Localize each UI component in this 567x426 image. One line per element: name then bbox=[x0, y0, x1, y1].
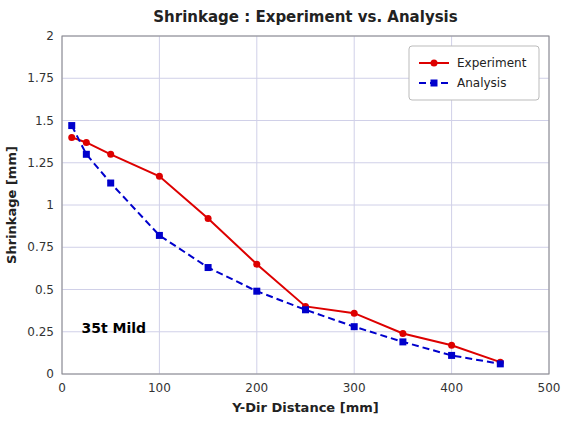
series-line bbox=[72, 137, 501, 362]
series-marker bbox=[253, 288, 260, 295]
series-marker bbox=[448, 352, 455, 359]
grid-line-y bbox=[62, 120, 549, 121]
grid-line-y bbox=[62, 289, 549, 290]
legend-marker bbox=[431, 60, 438, 67]
y-axis-label: Shrinkage [mm] bbox=[4, 146, 19, 264]
series-marker bbox=[253, 261, 260, 268]
y-tick-label: 1.75 bbox=[27, 71, 54, 85]
y-tick-label: 1.25 bbox=[27, 156, 54, 170]
x-tick-label: 100 bbox=[148, 381, 171, 395]
x-tick-label: 300 bbox=[343, 381, 366, 395]
series-marker bbox=[399, 338, 406, 345]
x-tick-label: 500 bbox=[538, 381, 561, 395]
series-marker bbox=[351, 310, 358, 317]
series-marker bbox=[205, 264, 212, 271]
series-marker bbox=[156, 173, 163, 180]
y-tick-label: 2 bbox=[46, 29, 54, 43]
legend-label: Analysis bbox=[457, 76, 506, 90]
grid bbox=[62, 36, 549, 374]
series-marker bbox=[156, 232, 163, 239]
y-tick-label: 1 bbox=[46, 198, 54, 212]
chart: 0 100 200 300 400 500 0 0.25 0.5 0.75 1 1.25 1.5 1.75… bbox=[0, 0, 567, 426]
legend: Experiment Analysis bbox=[409, 46, 539, 100]
plot-background bbox=[62, 36, 549, 374]
plot-frame bbox=[62, 36, 549, 374]
legend-label: Experiment bbox=[457, 56, 527, 70]
series-marker bbox=[68, 122, 75, 129]
series-marker bbox=[107, 180, 114, 187]
series-marker bbox=[107, 151, 114, 158]
x-tick-label: 200 bbox=[245, 381, 268, 395]
y-tick-label: 0.25 bbox=[27, 325, 54, 339]
grid-line-y bbox=[62, 247, 549, 248]
annotation: 35t Mild bbox=[81, 320, 146, 336]
title: Shrinkage : Experiment vs. Analysis bbox=[153, 8, 457, 26]
y-tick-label: 0.75 bbox=[27, 240, 54, 254]
x-tick-label: 400 bbox=[440, 381, 463, 395]
series-marker bbox=[497, 360, 504, 367]
x-tick-label: 0 bbox=[58, 381, 66, 395]
series-marker bbox=[68, 134, 75, 141]
grid-line-y bbox=[62, 205, 549, 206]
legend-marker bbox=[431, 80, 438, 87]
series-marker bbox=[83, 151, 90, 158]
grid-line-y bbox=[62, 162, 549, 163]
data-layer bbox=[68, 122, 504, 367]
legend-box bbox=[409, 46, 539, 100]
series-marker bbox=[448, 342, 455, 349]
series-marker bbox=[83, 139, 90, 146]
x-axis-label: Y-Dir Distance [mm] bbox=[231, 400, 378, 415]
y-tick-label: 0 bbox=[46, 367, 54, 381]
series-marker bbox=[302, 306, 309, 313]
series-marker bbox=[351, 323, 358, 330]
series-line bbox=[72, 126, 501, 364]
y-tick-label: 0.5 bbox=[35, 283, 54, 297]
y-tick-label: 1.5 bbox=[35, 114, 54, 128]
series-marker bbox=[399, 330, 406, 337]
series-marker bbox=[205, 215, 212, 222]
